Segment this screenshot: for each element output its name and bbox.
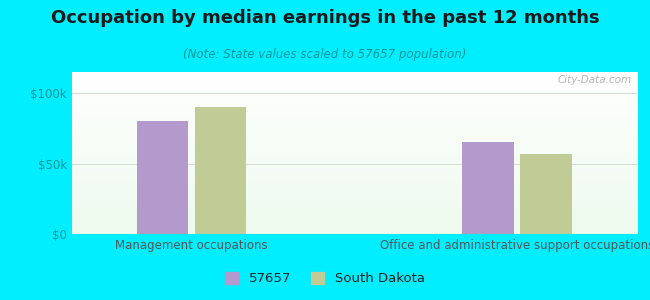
Text: City-Data.com: City-Data.com — [557, 75, 631, 85]
Text: (Note: State values scaled to 57657 population): (Note: State values scaled to 57657 popu… — [183, 48, 467, 61]
Legend: 57657, South Dakota: 57657, South Dakota — [220, 266, 430, 290]
Bar — [462, 142, 514, 234]
Text: Occupation by median earnings in the past 12 months: Occupation by median earnings in the pas… — [51, 9, 599, 27]
Bar — [136, 121, 188, 234]
Bar — [521, 154, 572, 234]
Bar — [195, 107, 246, 234]
